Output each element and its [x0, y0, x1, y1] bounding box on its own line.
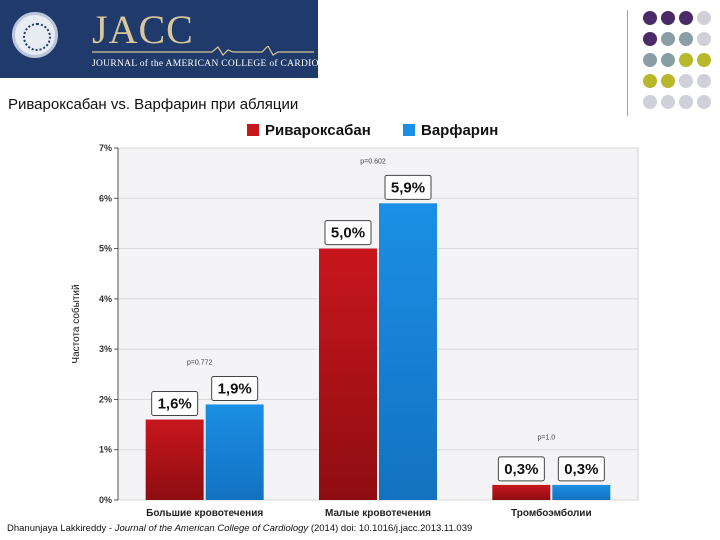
data-label-box	[384, 174, 432, 200]
citation-authors: Dhanunjaya Lakkireddy -	[7, 523, 115, 534]
p-value: p=1.0	[537, 435, 555, 442]
data-label: 0,3%	[564, 461, 598, 478]
bar	[552, 484, 611, 500]
legend-label: Ривароксабан	[265, 122, 371, 139]
p-value: p=0.772	[187, 359, 213, 366]
citation-journal: Journal of the American College of Cardi…	[114, 523, 309, 534]
bar	[492, 484, 551, 500]
ecg-line-icon	[92, 46, 314, 56]
acc-seal-icon	[12, 12, 58, 58]
p-value: p=0.602	[360, 158, 386, 165]
jacc-logo: JACC	[92, 7, 194, 52]
slide-title: Ривароксабан vs. Варфарин при абляции	[8, 96, 299, 113]
x-tick-label: Малые кровотечения	[325, 508, 431, 519]
y-tick-label: 7%	[99, 143, 112, 153]
data-label: 5,0%	[331, 225, 365, 242]
data-label: 1,9%	[218, 380, 252, 397]
data-label-box	[211, 375, 259, 401]
citation-details: (2014) doi: 10.1016/j.jacc.2013.11.039	[308, 523, 473, 534]
data-label-box	[151, 391, 199, 417]
bar	[319, 248, 377, 500]
data-label-box	[497, 456, 545, 482]
jacc-banner: JACC JOURNAL of the AMERICAN COLLEGE of …	[0, 0, 346, 78]
bar-chart: 0% 1% 2% 3% 4% 5% 6% 7% Частота событий Риварокса…	[70, 122, 639, 519]
bar	[205, 404, 264, 500]
y-tick-label: 0%	[99, 495, 112, 505]
y-tick-label: 2%	[99, 394, 112, 404]
decor-divider	[627, 10, 628, 116]
x-tick-label: Тромбоэмболии	[511, 507, 592, 519]
data-label: 1,6%	[158, 396, 192, 413]
bar	[379, 203, 437, 501]
y-tick-label: 6%	[99, 193, 112, 203]
data-label: 5,9%	[391, 179, 425, 196]
plot-area	[117, 147, 639, 501]
y-tick-label: 4%	[99, 294, 112, 304]
x-tick-label: Большие кровотечения	[146, 508, 263, 519]
data-label-box	[324, 220, 372, 246]
y-tick-label: 3%	[99, 344, 112, 354]
legend-swatch	[247, 124, 259, 136]
bar	[145, 419, 204, 500]
legend-swatch	[403, 124, 415, 136]
journal-name: JOURNAL of the AMERICAN COLLEGE of CARDI…	[92, 59, 347, 69]
y-tick-label: 1%	[99, 445, 112, 455]
y-tick-label: 5%	[99, 244, 112, 254]
data-label: 0,3%	[504, 461, 538, 478]
decor-dots	[643, 11, 711, 109]
citation: Dhanunjaya Lakkireddy - Journal of the A…	[7, 523, 472, 534]
y-axis-label: Частота событий	[70, 284, 82, 363]
data-label-box	[557, 456, 605, 482]
legend-label: Варфарин	[421, 122, 498, 139]
